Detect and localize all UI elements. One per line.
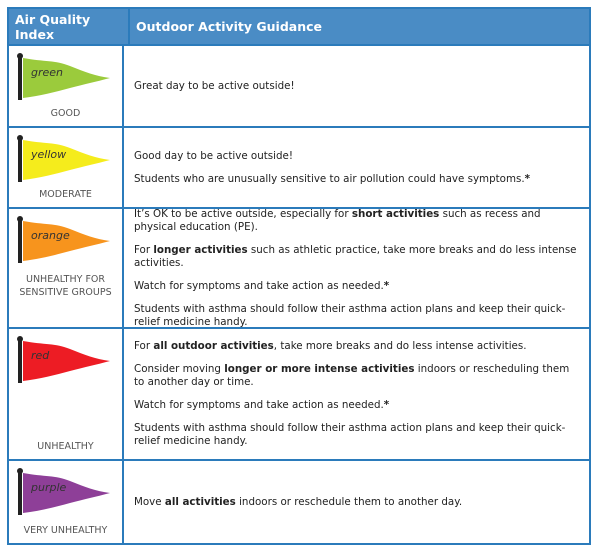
guidance-text: It’s OK to be active outside, especially…	[134, 207, 352, 220]
flag-label: purple	[31, 481, 67, 494]
guidance-text: Great day to be active outside!	[134, 79, 295, 92]
yellow-flag-icon	[17, 135, 110, 182]
guidance-paragraph: Great day to be active outside!	[134, 80, 579, 93]
aqi-row-yellow: yellow MODERATE Good day to be active out…	[9, 126, 589, 207]
aqi-level: UNHEALTHY FOR SENSITIVE GROUPS	[19, 274, 112, 298]
aqi-row-green: green GOOD Great day to be active outside…	[9, 44, 589, 126]
aqi-level: MODERATE	[39, 189, 92, 200]
aqi-level: VERY UNHEALTHY	[23, 525, 108, 536]
emphasis-text: *	[383, 279, 390, 292]
guidance-text: Consider moving	[134, 363, 225, 375]
guidance-text: Move	[134, 495, 165, 508]
header-aqi: Air Quality Index	[9, 9, 130, 44]
guidance-text: Watch for symptoms and take action as ne…	[134, 279, 384, 292]
aqi-level: GOOD	[50, 108, 81, 119]
aqi-cell: orange UNHEALTHY FOR SENSITIVE GROUPS	[9, 209, 124, 327]
guidance-cell: Great day to be active outside!	[124, 46, 589, 126]
guidance-paragraph: It’s OK to be active outside, especially…	[134, 208, 579, 234]
guidance-text: Good day to be active outside!	[134, 149, 294, 162]
guidance-text: For	[134, 243, 154, 256]
guidance-text: such as recess and physical education (P…	[134, 207, 541, 233]
aqi-level: UNHEALTHY	[37, 441, 94, 452]
flag-label: green	[31, 66, 64, 79]
aqi-row-red: red UNHEALTHY For all outdoor activities,…	[9, 327, 589, 459]
flag-label: yellow	[31, 148, 67, 161]
guidance-text: Students with asthma should follow their…	[134, 302, 566, 328]
emphasis-text: all outdoor activities	[153, 340, 274, 352]
guidance-paragraph: For longer activities such as athletic p…	[134, 244, 579, 270]
guidance-paragraph: Students with asthma should follow their…	[134, 422, 579, 448]
guidance-paragraph: Consider moving longer or more intense a…	[134, 363, 579, 389]
guidance-paragraph: Watch for symptoms and take action as ne…	[134, 399, 579, 412]
emphasis-text: *	[383, 399, 390, 411]
aqi-cell: purple VERY UNHEALTHY	[9, 461, 124, 543]
guidance-text: indoors or reschedule them to another da…	[235, 495, 463, 508]
guidance-cell: Good day to be active outside! Students w…	[124, 128, 589, 207]
guidance-cell: For all outdoor activities, take more br…	[124, 329, 589, 459]
green-flag-icon	[17, 53, 110, 100]
guidance-paragraph: Students with asthma should follow their…	[134, 303, 579, 329]
guidance-cell: Move all activities indoors or reschedul…	[124, 461, 589, 543]
guidance-text: Watch for symptoms and take action as ne…	[134, 399, 384, 411]
flag-label: red	[31, 349, 50, 362]
emphasis-text: longer or more intense activities	[224, 363, 415, 375]
red-flag-icon	[17, 336, 110, 383]
aqi-guidance-table: Air Quality Index Outdoor Activity Guida…	[7, 7, 591, 545]
emphasis-text: short activities	[351, 207, 440, 220]
aqi-cell: red UNHEALTHY	[9, 329, 124, 459]
aqi-row-purple: purple VERY UNHEALTHY Move all activities…	[9, 459, 589, 543]
emphasis-text: longer activities	[153, 243, 248, 256]
purple-flag-icon	[17, 468, 110, 515]
guidance-text: such as athletic practice, take more bre…	[134, 243, 577, 269]
guidance-text: Students with asthma should follow their…	[134, 422, 566, 447]
guidance-cell: It’s OK to be active outside, especially…	[124, 208, 589, 329]
guidance-paragraph: Students who are unusually sensitive to …	[134, 173, 579, 186]
flag-label: orange	[31, 229, 70, 242]
aqi-row-orange: orange UNHEALTHY FOR SENSITIVE GROUPS It’…	[9, 207, 589, 329]
aqi-cell: green GOOD	[9, 46, 124, 126]
orange-flag-icon	[17, 216, 110, 263]
guidance-text: indoors or rescheduling them to another …	[134, 363, 570, 388]
aqi-cell: yellow MODERATE	[9, 128, 124, 207]
guidance-paragraph: Move all activities indoors or reschedul…	[134, 496, 579, 509]
guidance-text: For	[134, 340, 154, 352]
table-header: Air Quality Index Outdoor Activity Guida…	[9, 9, 589, 44]
emphasis-text: all activities	[164, 495, 236, 508]
emphasis-text: *	[524, 172, 531, 185]
guidance-paragraph: Watch for symptoms and take action as ne…	[134, 280, 579, 293]
guidance-paragraph: For all outdoor activities, take more br…	[134, 340, 579, 353]
guidance-text: , take more breaks and do less intense a…	[273, 340, 527, 352]
header-guidance: Outdoor Activity Guidance	[136, 19, 323, 34]
guidance-text: Students who are unusually sensitive to …	[134, 172, 525, 185]
guidance-paragraph: Good day to be active outside!	[134, 150, 579, 163]
